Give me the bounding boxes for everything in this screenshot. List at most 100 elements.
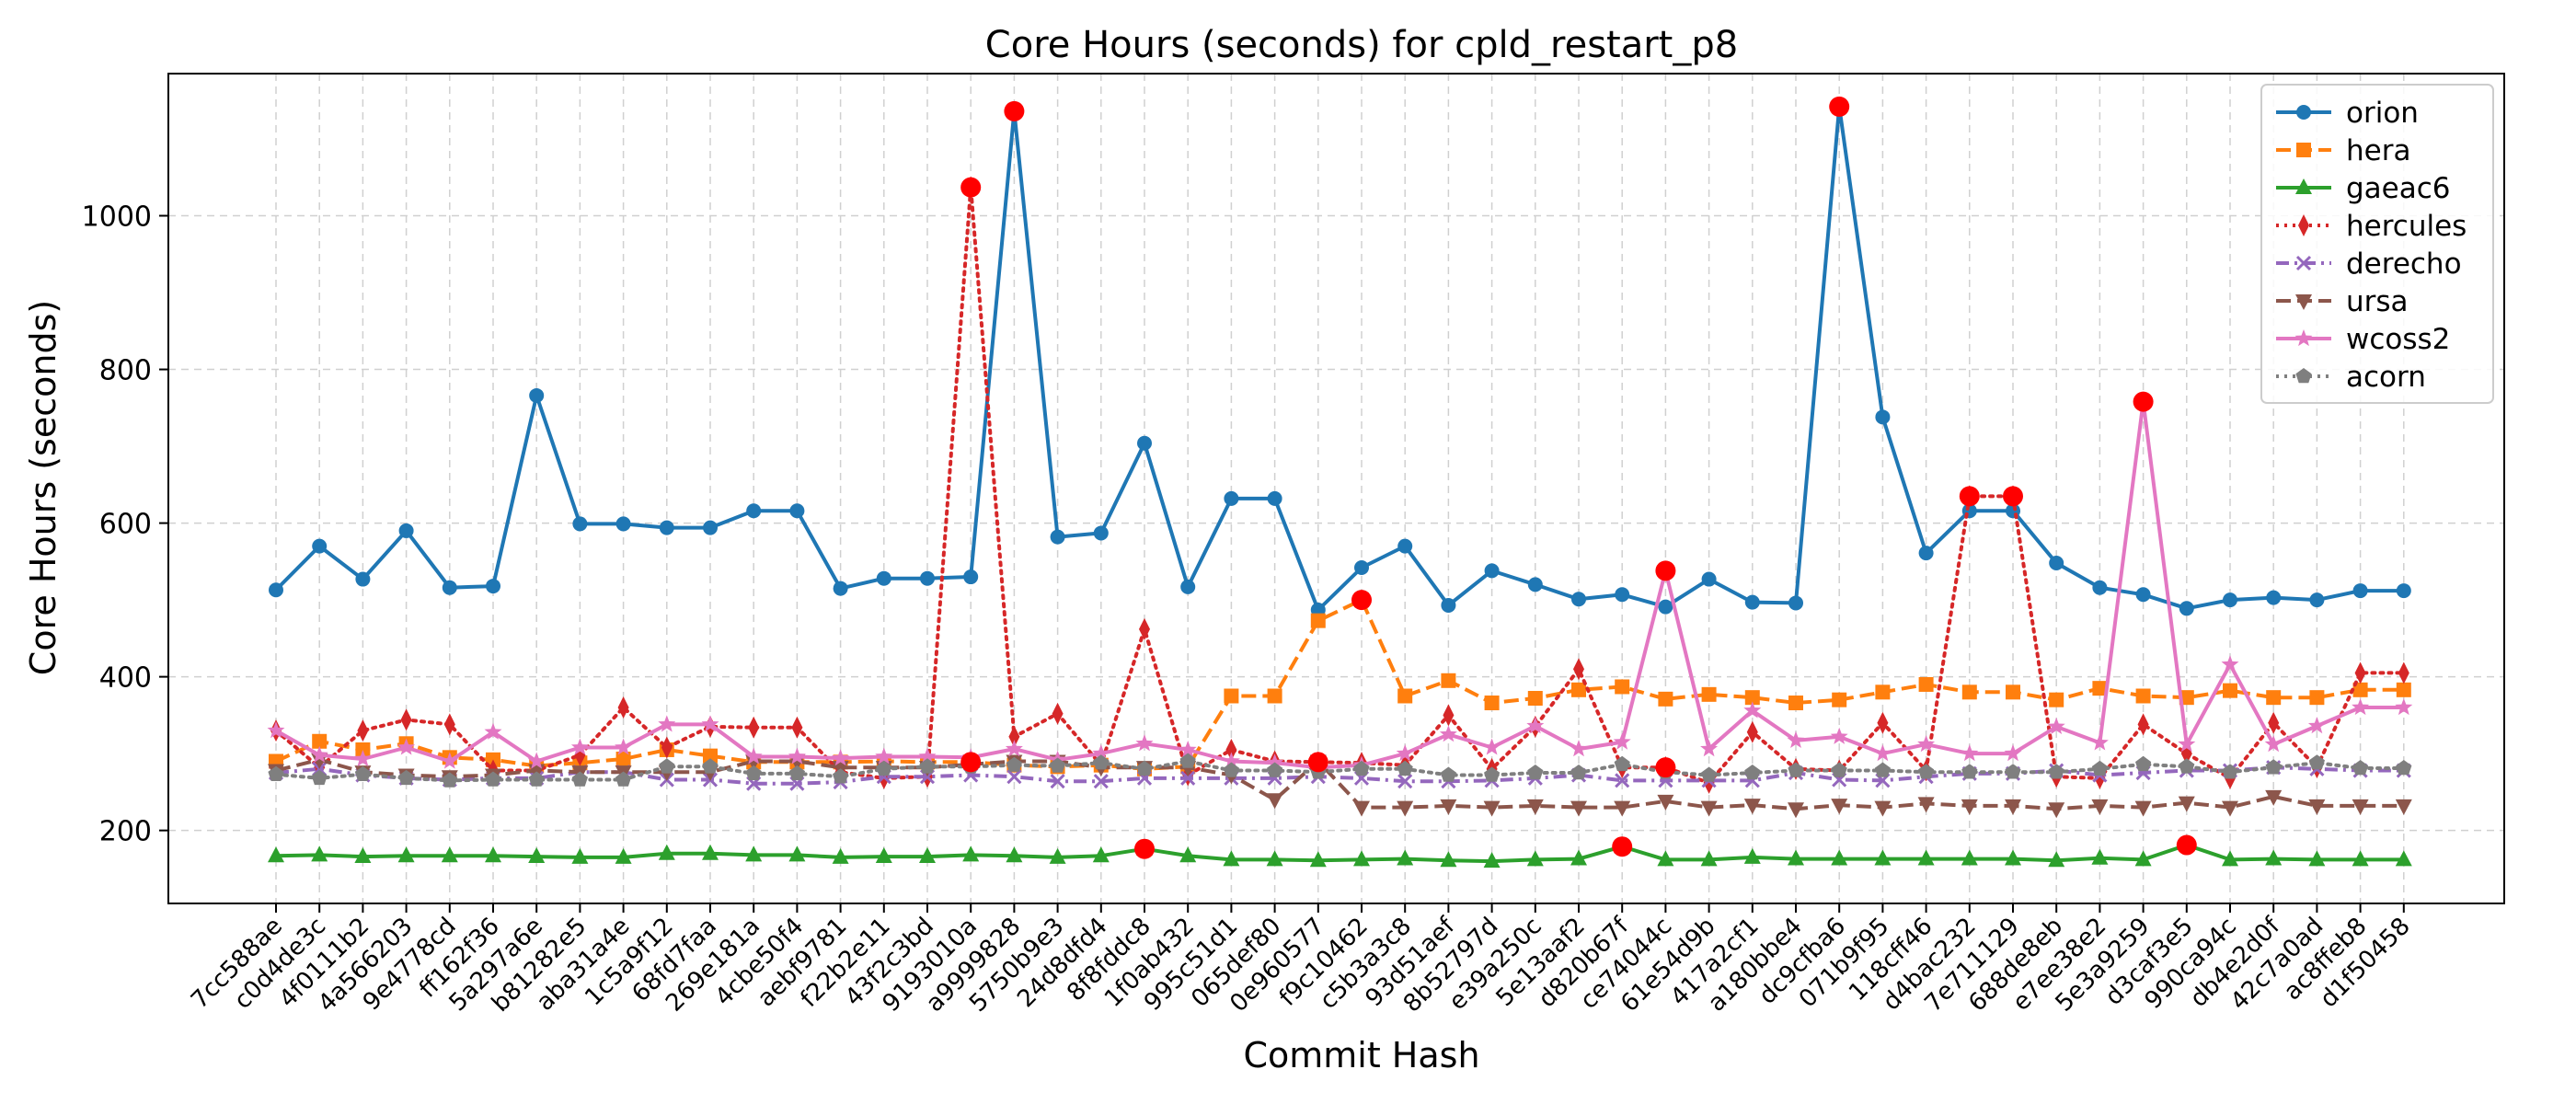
series-orion (269, 98, 2411, 617)
data-point-gaeac6 (268, 846, 284, 863)
highlight-point (1655, 560, 1676, 581)
series-line-orion (274, 104, 2404, 612)
series-line-gaeac6 (275, 843, 2404, 864)
data-point-wcoss2 (397, 738, 416, 755)
data-point-gaeac6 (2265, 849, 2283, 866)
data-point-orion (2266, 590, 2282, 605)
data-point-hercules (2354, 661, 2366, 684)
data-point-orion (1918, 546, 1934, 561)
data-point-gaeac6 (962, 845, 980, 862)
data-point-wcoss2 (1830, 727, 1848, 744)
data-point-acorn (2352, 760, 2369, 776)
data-point-wcoss2 (527, 752, 546, 769)
data-point-hercules (2268, 711, 2280, 734)
series-line-hercules (274, 185, 2406, 785)
data-point-gaeac6 (2091, 848, 2109, 865)
data-point-orion (486, 579, 500, 594)
data-point-hera (703, 748, 718, 764)
data-point-ursa (2222, 800, 2238, 817)
data-point-wcoss2 (1266, 753, 1284, 771)
data-point-hercules (357, 719, 369, 742)
highlight-point (2133, 391, 2154, 412)
data-point-acorn (1744, 765, 1761, 780)
highlight-point (2003, 486, 2023, 507)
data-point-orion (659, 520, 674, 535)
data-point-wcoss2 (918, 747, 937, 765)
data-point-acorn (311, 769, 328, 786)
data-point-wcoss2 (744, 747, 763, 765)
y-tick-label: 600 (99, 509, 152, 541)
legend: orion hera gaeac6 hercules derecho ursa wcoss2… (2260, 84, 2494, 404)
data-point-gaeac6 (788, 845, 806, 862)
data-point-ursa (1874, 800, 1892, 817)
data-point-orion (572, 516, 588, 532)
data-point-wcoss2 (875, 747, 893, 765)
data-point-ursa (1483, 800, 1501, 817)
data-point-orion (2223, 592, 2237, 608)
data-point-hercules (1052, 702, 1064, 725)
data-point-gaeac6 (1788, 849, 1804, 866)
data-point-orion (1180, 579, 1196, 594)
legend-marker (2295, 255, 2312, 271)
data-point-hercules (1443, 704, 1455, 727)
data-point-ursa (2178, 796, 2195, 812)
data-point-wcoss2 (701, 715, 719, 732)
data-point-ursa (2352, 799, 2369, 815)
data-point-derecho (1180, 770, 1196, 786)
data-point-orion (2092, 580, 2108, 595)
data-point-acorn (1267, 762, 1283, 777)
data-point-hercules (661, 736, 673, 759)
data-point-ursa (1526, 799, 1544, 815)
highlight-point (960, 752, 982, 773)
data-point-wcoss2 (267, 721, 285, 739)
data-point-orion (746, 503, 762, 519)
data-point-acorn (1831, 762, 1847, 777)
data-point-orion (920, 570, 935, 586)
data-point-orion (1397, 538, 1413, 554)
data-point-acorn (788, 765, 805, 781)
data-point-acorn (2091, 760, 2108, 776)
data-point-wcoss2 (570, 738, 589, 755)
data-point-orion (312, 538, 328, 554)
data-point-hera (1701, 686, 1717, 702)
data-point-hera (1441, 673, 1456, 688)
data-point-wcoss2 (2264, 735, 2283, 753)
data-point-ursa (1397, 800, 1414, 817)
data-point-acorn (1136, 760, 1153, 776)
data-point-gaeac6 (1006, 846, 1023, 863)
data-point-acorn (2179, 758, 2195, 774)
data-point-hera (1571, 682, 1586, 697)
data-point-wcoss2 (1092, 744, 1110, 762)
data-point-gaeac6 (1440, 851, 1457, 868)
data-point-acorn (1484, 766, 1501, 782)
data-point-hercules (400, 708, 412, 731)
data-point-ursa (2134, 800, 2152, 817)
legend-label: ursa (2346, 285, 2409, 318)
data-point-orion (355, 571, 371, 587)
data-point-acorn (1527, 765, 1544, 780)
data-point-orion (963, 569, 979, 585)
data-point-orion (703, 520, 718, 535)
data-point-hera (1310, 613, 1326, 628)
data-point-acorn (2005, 764, 2021, 779)
data-point-acorn (615, 771, 632, 787)
highlight-point (960, 177, 982, 198)
data-point-wcoss2 (1222, 752, 1240, 769)
data-point-orion (1744, 594, 1760, 610)
legend-entry-acorn: acorn (2276, 361, 2426, 394)
data-point-acorn (354, 765, 371, 781)
data-point-orion (1093, 525, 1109, 541)
data-point-gaeac6 (615, 847, 632, 864)
data-point-acorn (2308, 754, 2325, 770)
legend-entry-wcoss2: wcoss2 (2276, 323, 2450, 356)
data-point-wcoss2 (2352, 698, 2370, 716)
data-point-acorn (745, 765, 762, 781)
data-point-orion (442, 580, 457, 595)
data-point-acorn (1093, 754, 1110, 770)
data-point-wcoss2 (310, 745, 328, 763)
data-point-hera (2266, 690, 2282, 706)
legend-entry-orion: orion (2276, 97, 2419, 130)
data-point-wcoss2 (1917, 735, 1936, 753)
legend-marker (2296, 105, 2311, 120)
data-point-hera (2352, 682, 2368, 697)
